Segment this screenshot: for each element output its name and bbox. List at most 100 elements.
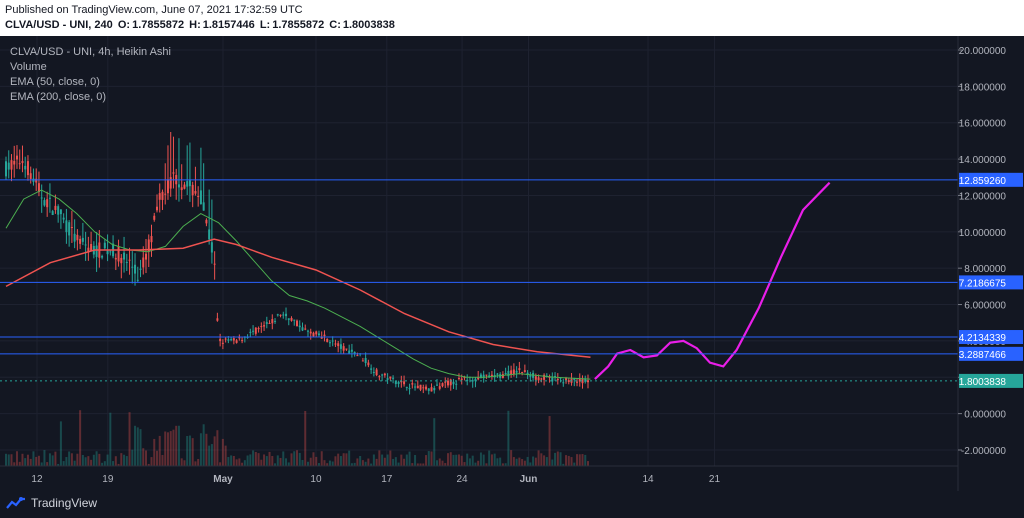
chart-area[interactable]: -2.0000000.0000002.0000004.0000006.00000… (0, 36, 1024, 491)
candle-body (342, 346, 345, 351)
candle-body (81, 237, 84, 242)
volume-bar (254, 452, 257, 466)
candle-body (216, 318, 219, 321)
volume-bar (10, 454, 13, 466)
candle-body (496, 373, 499, 375)
symbol-label: CLVA/USD - UNI, 240 (5, 19, 113, 31)
volume-bar (490, 454, 493, 466)
candle-body (403, 381, 406, 385)
ohlc-line: CLVA/USD - UNI, 240 O: 1.7855872 H: 1.8157… (5, 19, 397, 31)
candle-body (265, 322, 268, 324)
volume-bar (172, 429, 175, 466)
volume-bar (276, 455, 279, 466)
tradingview-brand[interactable]: TradingView (6, 496, 97, 510)
candle-body (249, 331, 252, 333)
candle-body (446, 380, 449, 386)
candle-body (125, 261, 128, 263)
volume-bar (444, 463, 447, 466)
candle-body (309, 331, 312, 334)
candle-body (260, 326, 263, 328)
volume-bar (81, 454, 84, 466)
level-label: 3.2887466 (959, 350, 1007, 361)
published-line: Published on TradingView.com, June 07, 2… (5, 4, 303, 16)
volume-bar (392, 458, 395, 466)
volume-bar (584, 454, 587, 466)
candle-body (534, 376, 537, 380)
candle-body (444, 381, 447, 383)
volume-bar (35, 456, 38, 466)
candle-body (378, 376, 381, 378)
time-tick-label: 21 (709, 474, 721, 485)
price-axis[interactable]: -2.0000000.0000002.0000004.0000006.00000… (958, 46, 1006, 457)
candle-body (257, 328, 260, 330)
volume-bar (186, 435, 189, 466)
volume-bar (477, 460, 480, 466)
volume-bar (271, 456, 274, 466)
close-label: C: (329, 19, 341, 31)
candle-body (576, 381, 579, 383)
candle-body (408, 388, 411, 390)
candle-body (232, 338, 235, 341)
volume-bar (169, 431, 172, 466)
time-axis[interactable]: 12 19 May 10 17 24 Jun 14 21 (31, 474, 720, 485)
volume-bar (114, 456, 117, 466)
volume-bar (315, 456, 318, 466)
volume-bar (306, 461, 309, 466)
candle-body (276, 314, 279, 316)
price-tick-label: 0.000000 (964, 410, 1006, 421)
price-tick-label: 8.000000 (964, 264, 1006, 275)
high-label: H: (189, 19, 201, 31)
volume-bar (493, 453, 496, 466)
candle-body (501, 374, 504, 378)
volume-bar (416, 463, 419, 466)
candle-body (526, 372, 529, 375)
volume-bar (285, 458, 288, 466)
volume-bar (18, 461, 21, 466)
volume-bar (474, 462, 477, 466)
volume-bar (76, 453, 79, 466)
candle-body (383, 373, 386, 376)
candle-body (164, 193, 167, 195)
candle-body (51, 211, 54, 216)
volume-bar (191, 438, 194, 466)
volume-bar (197, 458, 200, 466)
volume-bar (230, 455, 233, 466)
candle-body (562, 382, 565, 384)
volume-bar (79, 410, 82, 466)
candle-body (578, 378, 581, 382)
level-label-bg (959, 346, 1023, 361)
volume-bar (386, 454, 389, 466)
volume-bar (57, 463, 60, 466)
volume-bar (24, 458, 27, 466)
candle-body (466, 379, 469, 381)
candle-body (155, 206, 158, 211)
volume-bar (213, 436, 216, 466)
candle-body (263, 325, 266, 327)
volume-bar (370, 463, 373, 466)
volume-bar (433, 418, 436, 466)
level-label: 7.2186675 (959, 278, 1007, 289)
horizontal-levels[interactable] (0, 179, 958, 382)
volume-bar (556, 451, 559, 466)
volume-bar (155, 450, 158, 466)
price-chart[interactable]: -2.0000000.0000002.0000004.0000006.00000… (0, 36, 1024, 491)
legend: CLVA/USD - UNI, 4h, Heikin Ashi Volume E… (10, 46, 171, 103)
level-label: 12.859260 (959, 176, 1007, 187)
volume-bar (452, 454, 455, 466)
volume-bar (545, 457, 548, 466)
candle-body (504, 373, 507, 375)
candle-body (180, 187, 183, 191)
volume-bar (400, 454, 403, 466)
volume-bar (221, 438, 224, 466)
volume-bar (342, 453, 345, 466)
volume-bar (290, 453, 293, 466)
time-tick-label: Jun (520, 474, 538, 485)
candle-body (515, 370, 518, 373)
volume-bar (164, 431, 167, 466)
volume-bar (587, 461, 590, 466)
candle-body (356, 355, 359, 357)
volume-bar (339, 456, 342, 466)
volume-bar (235, 459, 238, 466)
candle-body (221, 342, 224, 344)
candle-body (559, 377, 562, 379)
